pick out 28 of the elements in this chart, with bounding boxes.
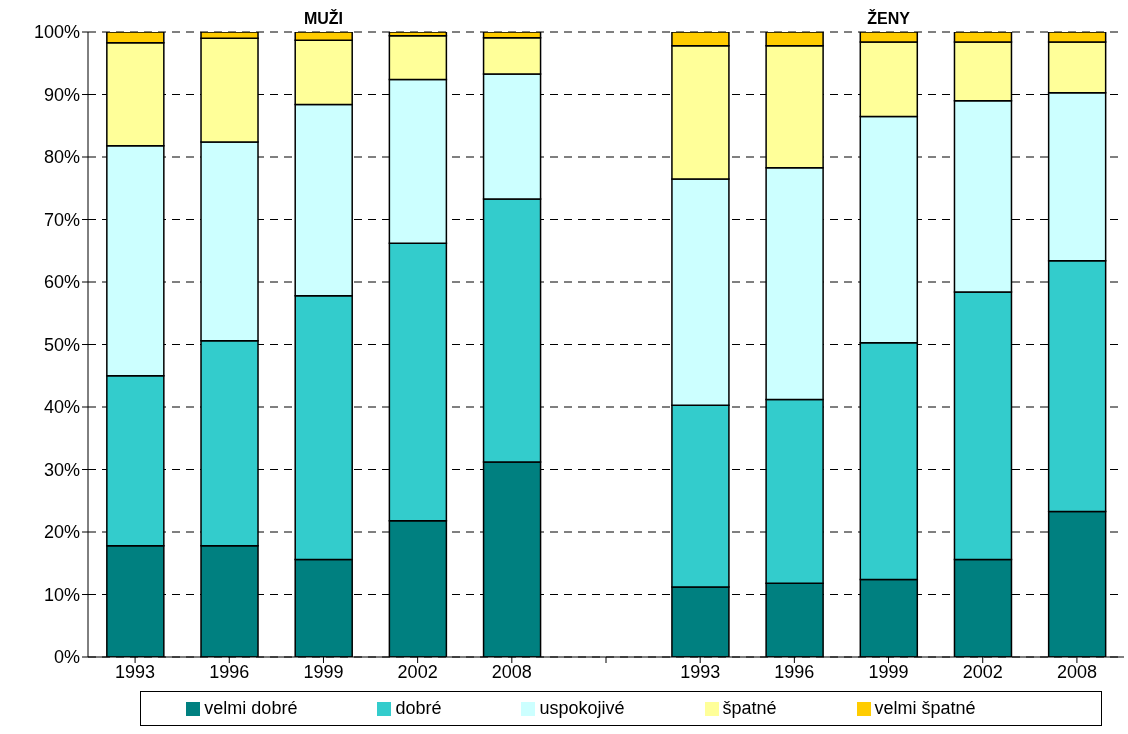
legend-label: velmi špatné: [874, 698, 976, 718]
x-tick-label: 1996: [209, 661, 250, 682]
x-tick-label: 2002: [962, 661, 1003, 682]
x-tick-label: 2002: [397, 661, 438, 682]
legend-label: uspokojivé: [539, 698, 625, 718]
legend-label: dobré: [395, 698, 442, 718]
text: ŽENY: [866, 10, 911, 28]
x-tick-label: 1999: [868, 661, 909, 682]
y-tick-label: 90%: [43, 84, 80, 105]
y-tick-label: 40%: [43, 397, 80, 418]
y-tick-label: 50%: [43, 334, 80, 355]
y-tick-label: 60%: [43, 272, 80, 293]
x-tick-label: 2008: [1056, 661, 1097, 682]
x-tick-label: 1999: [303, 661, 344, 682]
y-tick-label: 20%: [43, 522, 80, 543]
x-tick-label: 1993: [115, 661, 156, 682]
y-tick-label: 10%: [43, 584, 80, 605]
x-tick-label: 1993: [680, 661, 721, 682]
y-tick-label: 100%: [33, 22, 80, 43]
legend-label: špatné: [722, 698, 777, 718]
y-tick-label: 80%: [43, 147, 80, 168]
y-tick-label: 70%: [43, 209, 80, 230]
text: MUŽI: [302, 10, 344, 28]
y-tick-label: 30%: [43, 459, 80, 480]
y-tick-label: 0%: [53, 647, 80, 668]
legend-label: velmi dobré: [204, 698, 298, 718]
x-tick-label: 1996: [774, 661, 815, 682]
x-tick-label: 2008: [491, 661, 532, 682]
